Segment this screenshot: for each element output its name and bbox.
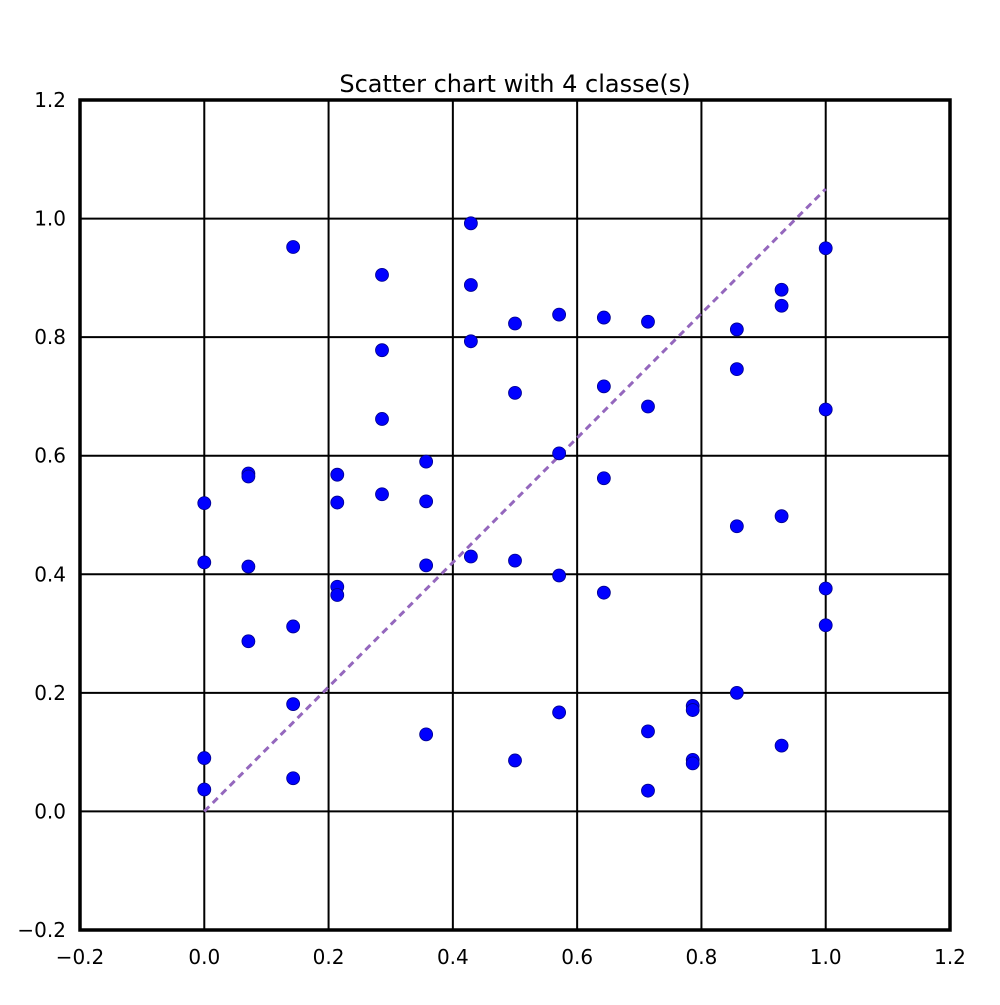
scatter-point	[375, 412, 389, 426]
scatter-point	[419, 727, 434, 742]
scatter-point	[286, 240, 301, 254]
scatter-point	[419, 558, 434, 573]
scatter-point	[729, 362, 744, 377]
scatter-point	[552, 705, 567, 720]
scatter-point	[197, 555, 212, 570]
scatter-point	[419, 454, 434, 469]
scatter-point	[286, 771, 301, 786]
scatter-point	[552, 446, 567, 461]
scatter-point	[330, 588, 345, 602]
scatter-point	[508, 553, 522, 568]
scatter-point	[463, 278, 478, 292]
y-tick-label: 0.0	[34, 799, 66, 823]
scatter-point	[508, 753, 522, 768]
scatter-point	[729, 685, 744, 700]
scatter-point	[508, 385, 522, 400]
y-tick-label: −0.2	[17, 918, 66, 942]
scatter-point	[375, 267, 389, 282]
y-tick-label: 0.2	[34, 681, 66, 705]
scatter-point	[774, 282, 789, 297]
scatter-point	[197, 782, 212, 797]
scatter-point	[330, 495, 345, 510]
scatter-point	[818, 581, 833, 596]
data-points	[197, 216, 833, 798]
scatter-point	[596, 585, 611, 600]
scatter-point	[818, 241, 833, 256]
scatter-point	[596, 379, 611, 394]
y-tick-label: 0.4	[34, 562, 66, 586]
scatter-point	[197, 751, 212, 765]
scatter-point	[463, 216, 478, 231]
dashed-reference-line	[203, 187, 827, 813]
scatter-point	[774, 738, 789, 753]
x-tick-label: 1.2	[934, 945, 966, 969]
x-tick-label: 1.0	[810, 945, 842, 969]
scatter-point	[375, 343, 389, 358]
x-tick-label: 0.6	[561, 945, 593, 969]
y-tick-label: 0.6	[34, 444, 66, 468]
scatter-point	[375, 487, 389, 502]
chart-title: Scatter chart with 4 classe(s)	[339, 70, 690, 98]
scatter-point	[463, 549, 478, 564]
scatter-point	[641, 314, 655, 329]
x-tick-label: 0.2	[313, 945, 345, 969]
grid-lines	[80, 100, 950, 930]
scatter-point	[552, 307, 567, 322]
scatter-point	[818, 618, 833, 633]
scatter-point	[552, 568, 567, 583]
scatter-point	[241, 469, 256, 484]
scatter-point	[286, 697, 301, 712]
scatter-point	[330, 467, 345, 482]
scatter-point	[774, 509, 789, 524]
scatter-point	[685, 703, 700, 717]
y-tick-label: 0.8	[34, 325, 66, 349]
reference-line-layer	[203, 187, 827, 813]
scatter-point	[463, 334, 478, 349]
x-tick-label: −0.2	[56, 945, 105, 969]
scatter-point	[286, 619, 301, 634]
scatter-point	[685, 756, 700, 771]
x-tick-label: 0.8	[686, 945, 718, 969]
scatter-point	[197, 496, 212, 511]
scatter-point	[596, 310, 611, 325]
scatter-point	[641, 399, 655, 414]
y-tick-label: 1.0	[34, 207, 66, 231]
axis-ticks: −0.2 0.0 0.2 0.4 0.6 0.8 1.0 1.2 −0.2 0.0 0.2 0.4 0.…	[17, 88, 965, 969]
plot-frame	[78, 98, 952, 932]
x-tick-label: 0.4	[437, 945, 469, 969]
scatter-point	[241, 634, 256, 649]
scatter-point	[641, 724, 655, 739]
scatter-point	[508, 316, 522, 331]
scatter-point	[818, 402, 833, 417]
scatter-point	[241, 559, 256, 574]
y-tick-label: 1.2	[34, 88, 66, 112]
scatter-point	[729, 322, 744, 337]
x-tick-label: 0.0	[188, 945, 220, 969]
scatter-point	[641, 783, 655, 798]
scatter-point	[419, 494, 434, 509]
scatter-point	[729, 519, 744, 534]
scatter-point	[774, 298, 789, 313]
scatter-point	[596, 471, 611, 486]
